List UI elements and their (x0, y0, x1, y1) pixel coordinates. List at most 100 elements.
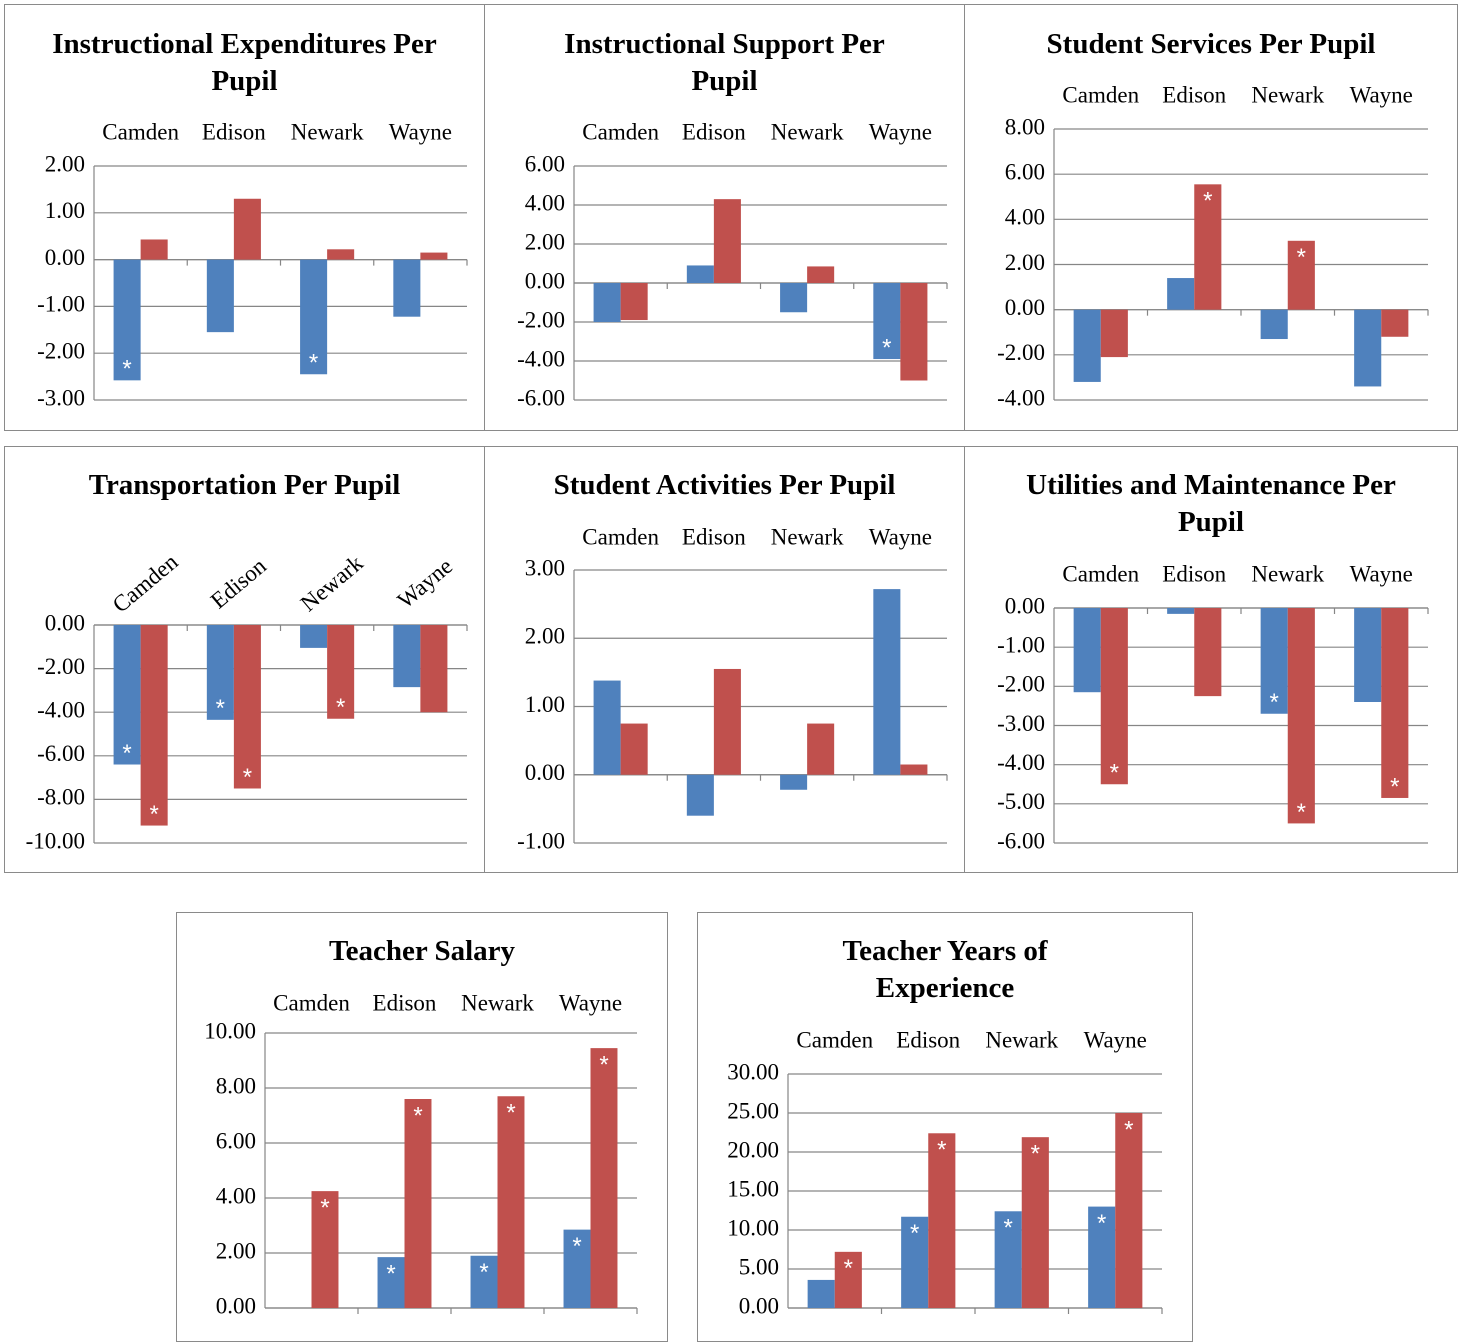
bar (1260, 309, 1288, 340)
bar (311, 1191, 339, 1308)
significance-mark: * (336, 694, 345, 721)
y-tick-label: -4.00 (997, 385, 1045, 410)
y-tick-label: -4.00 (517, 346, 565, 371)
bar (780, 283, 808, 313)
y-tick-label: 0.00 (45, 245, 85, 270)
y-tick-label: -8.00 (37, 785, 85, 810)
bar (206, 259, 234, 333)
y-tick-label: 2.00 (525, 229, 565, 254)
x-tick-label: Wayne (559, 990, 622, 1015)
bar (620, 283, 648, 321)
bar (1167, 608, 1195, 614)
bar (497, 1096, 525, 1308)
significance-mark: * (1097, 1210, 1106, 1237)
x-tick-label: Camden (1062, 561, 1139, 586)
bar (901, 1216, 929, 1308)
y-tick-label: -6.00 (997, 828, 1045, 853)
bar (140, 239, 168, 260)
bar (1100, 309, 1128, 358)
y-tick-label: 1.00 (45, 198, 85, 223)
bar (807, 266, 835, 283)
x-tick-label: Edison (202, 119, 266, 144)
bar (807, 723, 835, 775)
y-tick-label: -2.00 (997, 340, 1045, 365)
bar (873, 283, 901, 360)
x-tick-label: Wayne (389, 119, 452, 144)
bar (1073, 309, 1101, 382)
bar (713, 668, 741, 775)
x-tick-label: Wayne (869, 119, 932, 144)
bar (1167, 278, 1195, 310)
bar (1115, 1113, 1143, 1308)
bar (206, 625, 234, 720)
bar (140, 625, 168, 826)
chart-title: Student Services Per Pupil (1046, 28, 1376, 60)
bar (1194, 608, 1222, 697)
bar (900, 283, 928, 381)
y-tick-label: -2.00 (37, 654, 85, 679)
bar (928, 1133, 956, 1308)
y-tick-label: -2.00 (37, 338, 85, 363)
x-tick-label: Camden (582, 119, 659, 144)
bar (113, 259, 141, 381)
y-tick-label: -6.00 (517, 385, 565, 410)
y-tick-label: 6.00 (525, 151, 565, 176)
significance-mark: * (149, 801, 158, 828)
significance-mark: * (1297, 244, 1306, 271)
bar (377, 1257, 405, 1308)
significance-mark: * (309, 350, 318, 377)
bar (327, 625, 355, 719)
y-tick-label: 4.00 (216, 1183, 256, 1208)
bar (393, 259, 421, 317)
y-tick-label: -1.00 (517, 828, 565, 853)
significance-mark: * (243, 764, 252, 791)
bar (327, 249, 355, 260)
y-tick-label: 2.00 (525, 624, 565, 649)
significance-mark: * (1297, 799, 1306, 826)
bar (900, 764, 928, 775)
bar (994, 1211, 1022, 1308)
y-tick-label: 5.00 (739, 1254, 779, 1279)
bar (686, 265, 714, 283)
x-tick-label: Edison (1162, 82, 1226, 107)
bar (1354, 309, 1382, 387)
significance-mark: * (937, 1137, 946, 1164)
x-tick-label: Wayne (393, 553, 458, 613)
x-tick-label: Edison (1162, 561, 1226, 586)
significance-mark: * (1390, 773, 1399, 800)
y-tick-label: 20.00 (727, 1137, 779, 1162)
y-tick-label: 0.00 (525, 760, 565, 785)
x-tick-label: Newark (296, 550, 368, 616)
x-tick-label: Edison (373, 990, 437, 1015)
y-tick-label: 25.00 (727, 1098, 779, 1123)
y-tick-label: 30.00 (727, 1059, 779, 1084)
significance-mark: * (386, 1260, 395, 1287)
y-tick-label: -6.00 (37, 741, 85, 766)
bar (1088, 1206, 1116, 1308)
y-tick-label: 6.00 (216, 1128, 256, 1153)
bar (563, 1229, 591, 1308)
bar (1073, 608, 1101, 693)
bar (1100, 608, 1128, 785)
bar (1287, 608, 1315, 824)
y-tick-label: 6.00 (1005, 159, 1045, 184)
y-tick-label: -1.00 (37, 292, 85, 317)
x-tick-label: Camden (273, 990, 350, 1015)
bar (1194, 184, 1222, 310)
y-tick-label: 0.00 (216, 1293, 256, 1318)
significance-mark: * (1270, 689, 1279, 716)
chart-title: Teacher Years of Experience (842, 935, 1048, 1004)
bar (113, 625, 141, 765)
bar (1021, 1137, 1049, 1308)
x-tick-label: Newark (461, 990, 534, 1015)
y-tick-label: 10.00 (204, 1018, 256, 1043)
y-tick-label: -4.00 (37, 697, 85, 722)
bar (593, 283, 621, 322)
x-tick-label: Camden (102, 119, 179, 144)
chart-title: Instructional Support Per Pupil (564, 28, 885, 97)
y-tick-label: 2.00 (216, 1238, 256, 1263)
x-tick-label: Edison (896, 1027, 960, 1052)
bar (1381, 608, 1409, 798)
bar (1287, 240, 1315, 310)
